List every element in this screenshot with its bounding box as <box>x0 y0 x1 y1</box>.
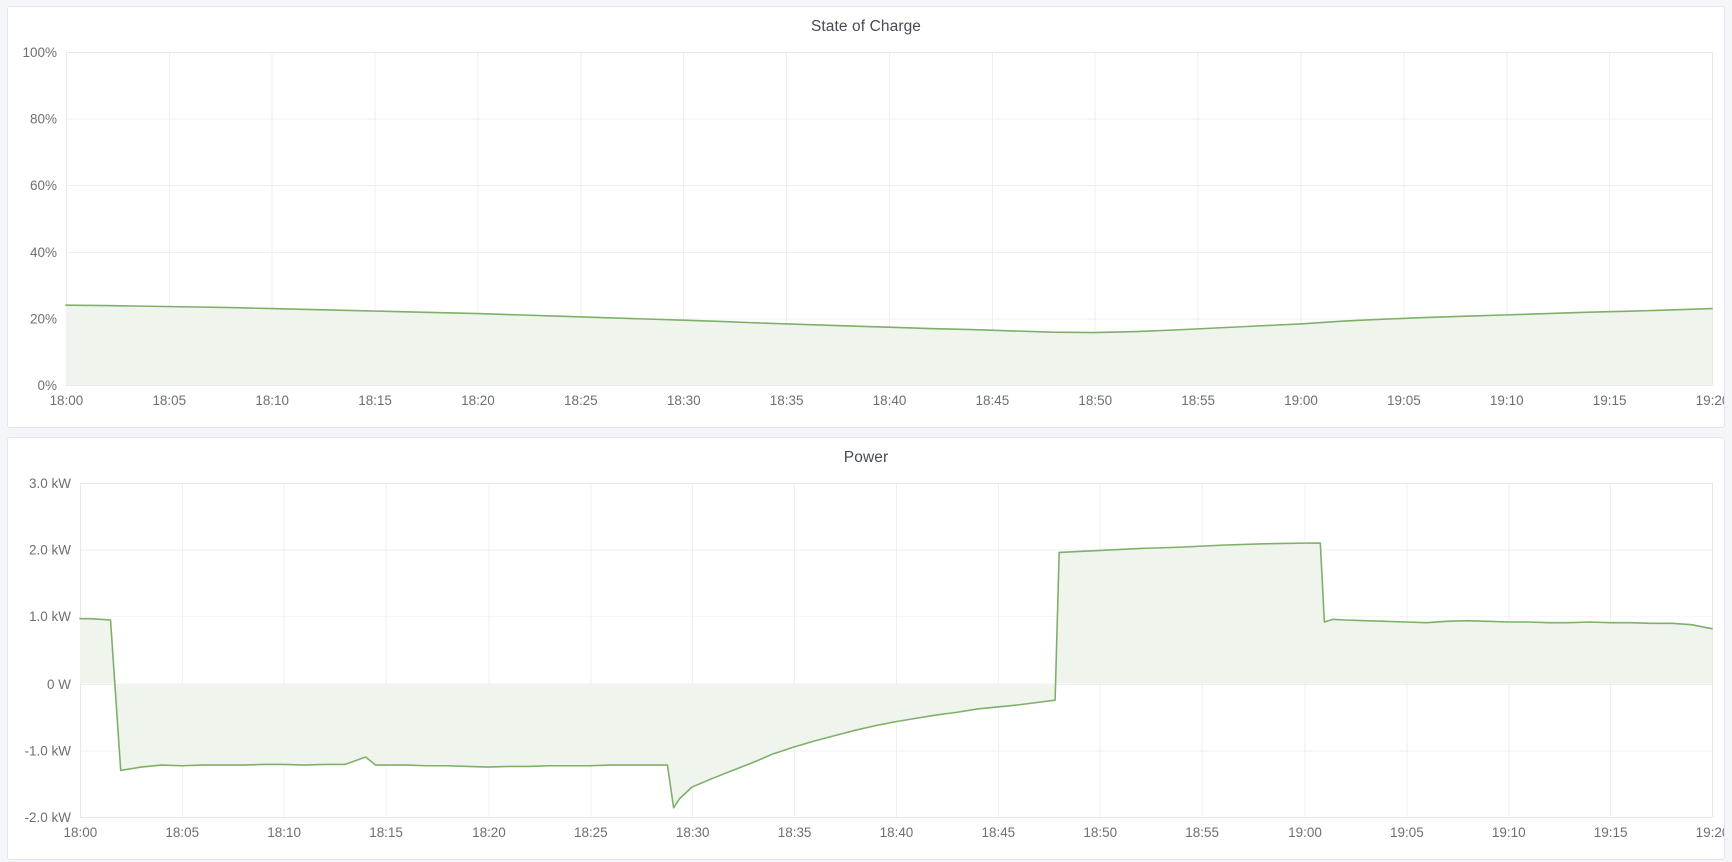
x-axis-tick-label: 18:25 <box>564 393 598 408</box>
y-axis-tick-label: 2.0 kW <box>29 543 71 558</box>
x-axis-tick-label: 19:20 <box>1696 825 1724 840</box>
y-axis-tick-label: 80% <box>30 112 57 127</box>
x-axis-tick-label: 18:55 <box>1181 393 1215 408</box>
panel-title-state-of-charge: State of Charge <box>810 18 922 35</box>
x-axis-tick-label: 19:10 <box>1490 393 1524 408</box>
series-line <box>65 304 1713 334</box>
x-axis-tick-label: 19:15 <box>1593 393 1627 408</box>
x-axis-tick-label: 19:05 <box>1390 825 1424 840</box>
x-axis-tick-label: 18:50 <box>1078 393 1112 408</box>
chart-svg-power: -2.0 kW -1.0 kW 0 W 1.0 kW 2.0 kW 3.0 kW 18:00… <box>25 476 1724 840</box>
x-axis-tick-label: 18:55 <box>1185 825 1219 840</box>
y-axis-tick-label: 20% <box>30 312 57 327</box>
x-axis-tick-label: 18:30 <box>676 825 710 840</box>
x-axis-tick-label: 19:10 <box>1492 825 1526 840</box>
x-axis-tick-label: 19:00 <box>1288 825 1322 840</box>
y-axis-tick-label: 0 W <box>47 677 71 692</box>
x-axis-tick-label: 18:30 <box>667 393 701 408</box>
panel-power: Power -2.0 kW -1.0 kW 0 W 1.0 kW 2.0 kW 3.0 k… <box>7 437 1725 860</box>
y-axis-tick-label: -1.0 kW <box>25 744 72 759</box>
x-axis-tick-label: 18:45 <box>981 825 1015 840</box>
panel-title-power: Power <box>843 449 889 466</box>
x-axis-tick-label: 18:25 <box>574 825 608 840</box>
x-axis-tick-label: 18:00 <box>64 825 98 840</box>
x-axis-tick-label: 18:35 <box>770 393 804 408</box>
plot-state-of-charge: 0% 20% 40% 60% 80% 100% 18:00 18:05 18:10 18:15 18… <box>8 40 1724 427</box>
x-axis-tick-label: 18:50 <box>1083 825 1117 840</box>
y-axis-tick-label: 0% <box>37 378 57 393</box>
x-axis-tick-label: 18:00 <box>50 393 84 408</box>
series-area-fill <box>79 543 1713 808</box>
y-axis-tick-label: 100% <box>22 45 56 60</box>
x-axis-tick-label: 18:05 <box>165 825 199 840</box>
x-axis-tick-label: 19:00 <box>1284 393 1318 408</box>
x-axis-tick-label: 18:20 <box>472 825 506 840</box>
x-axis-tick-label: 18:35 <box>778 825 812 840</box>
x-axis-tick-label: 18:40 <box>873 393 907 408</box>
y-axis-tick-label: 1.0 kW <box>29 609 71 624</box>
y-axis-tick-label: 60% <box>30 178 57 193</box>
x-axis-tick-label: 18:05 <box>152 393 186 408</box>
chart-svg-state-of-charge: 0% 20% 40% 60% 80% 100% 18:00 18:05 18:10 18:15 18… <box>22 45 1724 408</box>
x-axis-tick-label: 18:40 <box>880 825 914 840</box>
x-axis-tick-label: 18:15 <box>369 825 403 840</box>
x-axis-tick-label: 18:45 <box>975 393 1009 408</box>
y-axis-tick-label: 40% <box>30 245 57 260</box>
y-axis-tick-label: -2.0 kW <box>25 810 72 825</box>
y-axis-tick-label: 3.0 kW <box>29 476 71 491</box>
x-axis-tick-label: 19:15 <box>1594 825 1628 840</box>
x-axis-tick-label: 18:20 <box>461 393 495 408</box>
x-axis-tick-label: 19:20 <box>1696 393 1724 408</box>
series-line <box>79 542 1713 809</box>
x-axis-tick-label: 18:15 <box>358 393 392 408</box>
series-area-fill <box>65 305 1713 386</box>
panel-state-of-charge: State of Charge 0% 20% 40% 60% 80% 100% 18:00 1… <box>7 6 1725 428</box>
x-axis-tick-label: 18:10 <box>267 825 301 840</box>
x-axis-tick-label: 18:10 <box>255 393 289 408</box>
plot-power: -2.0 kW -1.0 kW 0 W 1.0 kW 2.0 kW 3.0 kW 18:00… <box>8 471 1724 859</box>
x-axis-tick-label: 19:05 <box>1387 393 1421 408</box>
